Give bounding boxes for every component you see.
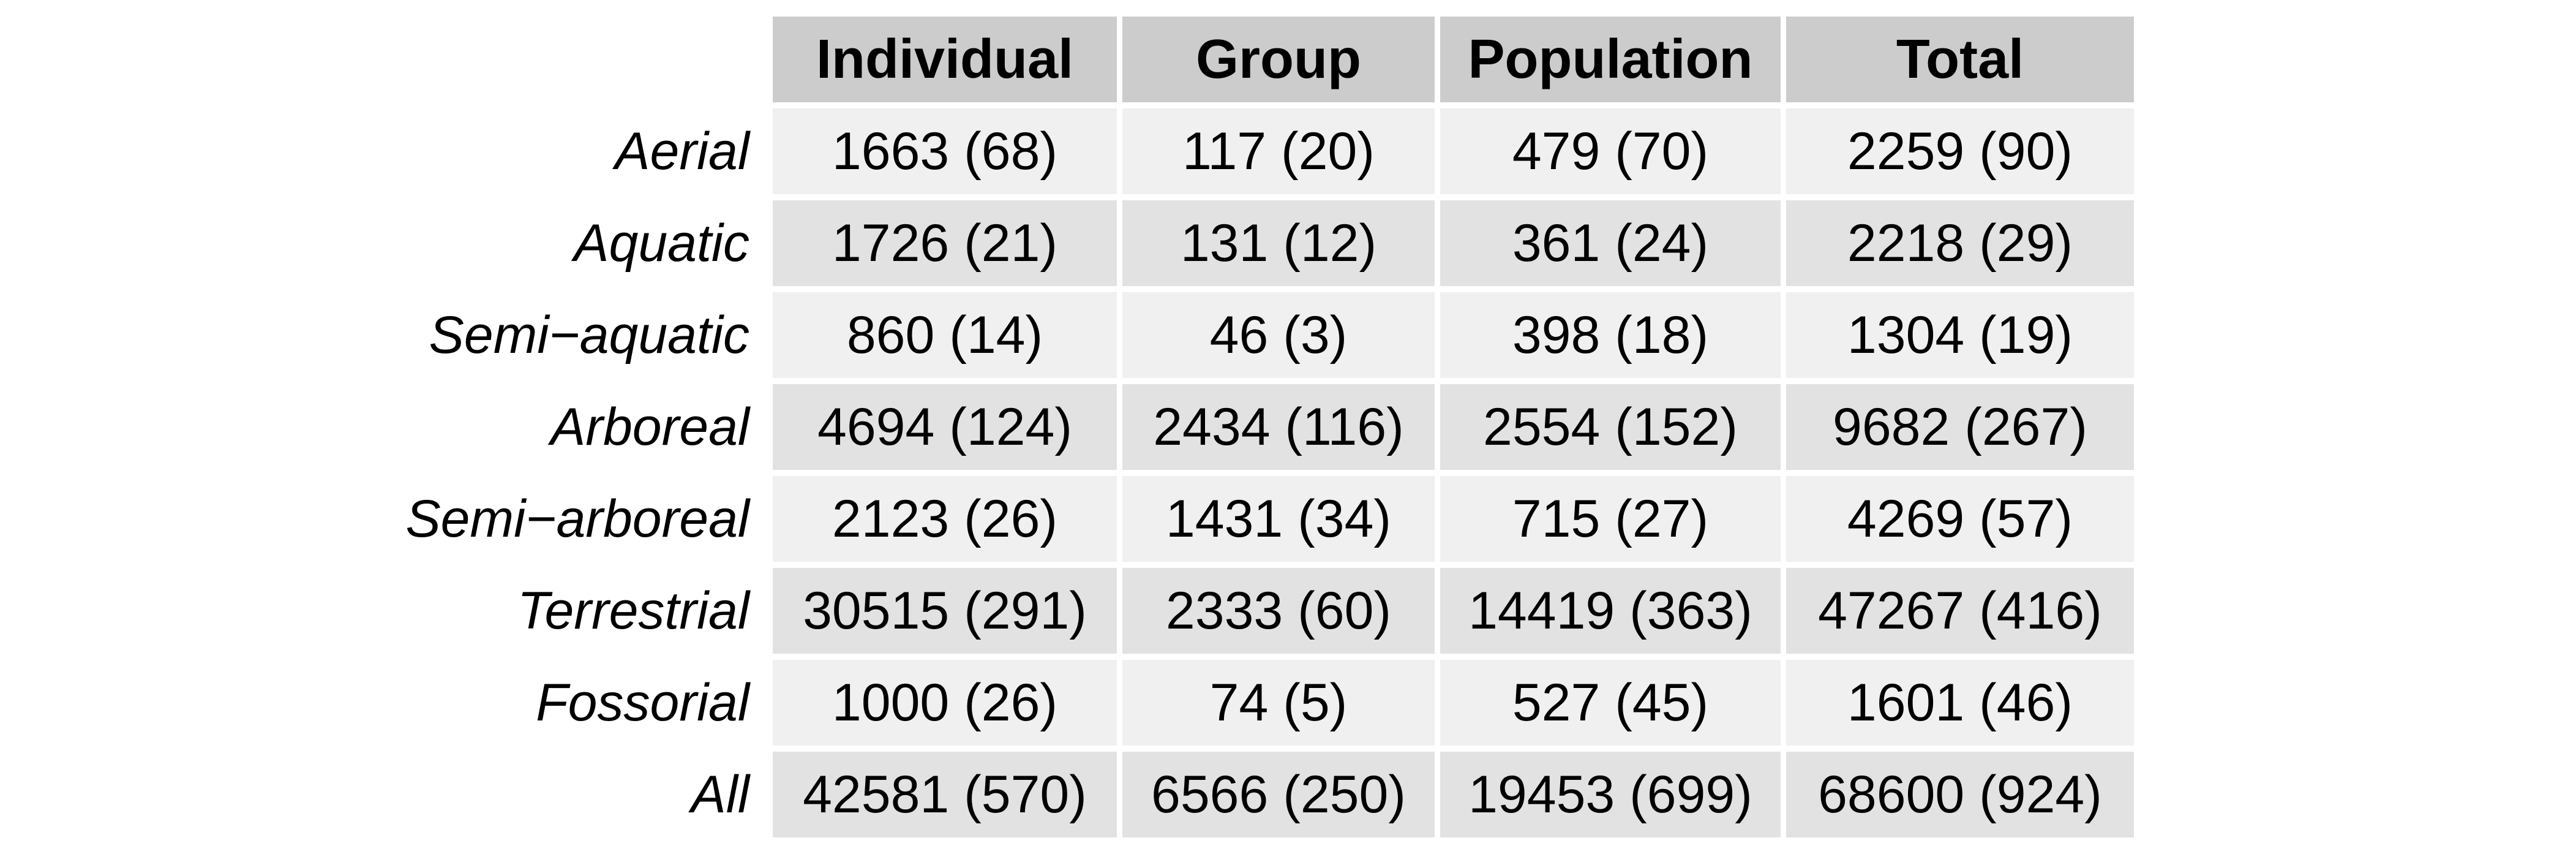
table-cell: 1663 (68) <box>773 108 1117 194</box>
table-cell: 14419 (363) <box>1440 568 1781 654</box>
table-cell: 42581 (570) <box>773 752 1117 837</box>
table-cell: 9682 (267) <box>1786 384 2134 470</box>
row-label: Semi−aquatic <box>429 306 749 365</box>
column-header: Individual <box>773 17 1117 102</box>
table-cell: 68600 (924) <box>1786 752 2134 837</box>
table-cell: 860 (14) <box>773 292 1117 378</box>
table-cell: 4694 (124) <box>773 384 1117 470</box>
table-cell: 1601 (46) <box>1786 660 2134 746</box>
table-cell: 1431 (34) <box>1122 476 1435 562</box>
table-cell: 74 (5) <box>1122 660 1435 746</box>
column-header: Group <box>1122 17 1435 102</box>
row-label: Fossorial <box>536 673 749 732</box>
table-cell: 131 (12) <box>1122 200 1435 286</box>
row-label: Arboreal <box>550 398 749 456</box>
row-label: Terrestrial <box>517 581 749 640</box>
column-header: Population <box>1440 17 1781 102</box>
table-cell: 2123 (26) <box>773 476 1117 562</box>
table-cell: 2434 (116) <box>1122 384 1435 470</box>
row-label: Aerial <box>615 122 749 181</box>
table-cell: 715 (27) <box>1440 476 1781 562</box>
table-cell: 30515 (291) <box>773 568 1117 654</box>
table-cell: 2333 (60) <box>1122 568 1435 654</box>
table-cell: 1000 (26) <box>773 660 1117 746</box>
table-cell: 398 (18) <box>1440 292 1781 378</box>
table-cell: 47267 (416) <box>1786 568 2134 654</box>
table-cell: 2259 (90) <box>1786 108 2134 194</box>
column-header: Total <box>1786 17 2134 102</box>
table-cell: 117 (20) <box>1122 108 1435 194</box>
table-cell: 4269 (57) <box>1786 476 2134 562</box>
table-cell: 527 (45) <box>1440 660 1781 746</box>
table-cell: 479 (70) <box>1440 108 1781 194</box>
row-label: Semi−arboreal <box>405 489 749 548</box>
table-cell: 2218 (29) <box>1786 200 2134 286</box>
table-cell: 361 (24) <box>1440 200 1781 286</box>
row-label: Aquatic <box>574 214 749 273</box>
table-cell: 1726 (21) <box>773 200 1117 286</box>
row-label: All <box>691 765 749 824</box>
table-cell: 19453 (699) <box>1440 752 1781 837</box>
table-cell: 1304 (19) <box>1786 292 2134 378</box>
table-cell: 6566 (250) <box>1122 752 1435 837</box>
table-cell: 2554 (152) <box>1440 384 1781 470</box>
table-cell: 46 (3) <box>1122 292 1435 378</box>
